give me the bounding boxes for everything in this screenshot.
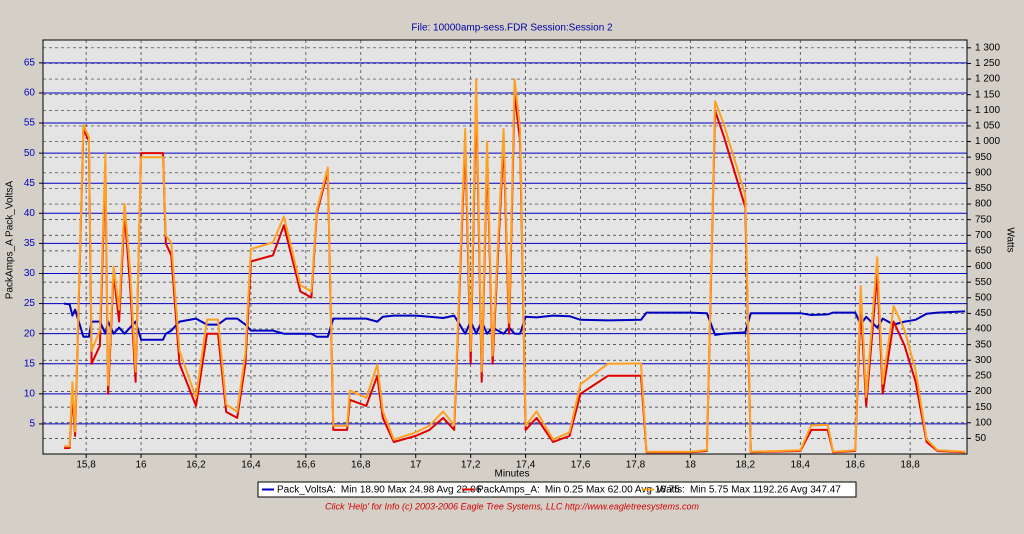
x-tick-label: 18,2 bbox=[736, 460, 756, 471]
y2-tick-label: 1 000 bbox=[975, 136, 1000, 147]
x-tick-label: 17 bbox=[410, 460, 422, 471]
x-tick-label: 16 bbox=[135, 460, 147, 471]
y2-tick-label: 900 bbox=[975, 167, 992, 178]
x-tick-label: 16,2 bbox=[186, 460, 206, 471]
y-tick-label: 45 bbox=[24, 178, 36, 189]
legend-stats: Min 5.75 Max 1192.26 Avg 347.47 bbox=[690, 484, 841, 495]
y-tick-label: 10 bbox=[24, 388, 36, 399]
y2-tick-label: 100 bbox=[975, 417, 992, 428]
y2-tick-label: 650 bbox=[975, 246, 992, 257]
x-tick-label: 18,4 bbox=[791, 460, 811, 471]
y-tick-label: 30 bbox=[24, 268, 36, 279]
legend-box bbox=[257, 481, 857, 498]
y-tick-label: 25 bbox=[24, 298, 36, 309]
legend-entry: Pack_VoltsA: Min 18.90 Max 24.98 Avg 22.0… bbox=[277, 484, 482, 495]
y-tick-label: 35 bbox=[24, 238, 36, 249]
x-tick-label: 16,8 bbox=[351, 460, 371, 471]
y2-tick-label: 400 bbox=[975, 324, 992, 335]
legend-entry: Watts: Min 5.75 Max 1192.26 Avg 347.47 bbox=[657, 484, 841, 495]
legend-name: Watts: bbox=[657, 484, 685, 495]
legend-stats: Min 18.90 Max 24.98 Avg 22.06 bbox=[341, 484, 482, 495]
y2-tick-label: 1 100 bbox=[975, 105, 1000, 116]
y2-tick-label: 350 bbox=[975, 339, 992, 350]
series-line bbox=[64, 78, 966, 453]
y2-tick-label: 700 bbox=[975, 230, 992, 241]
y-tick-label: 50 bbox=[24, 148, 36, 159]
y2-tick-label: 200 bbox=[975, 386, 992, 397]
footer: Click 'Help' for Info (c) 2003-2006 Eagl… bbox=[325, 501, 699, 511]
y-tick-label: 5 bbox=[29, 419, 35, 430]
y-tick-label: 55 bbox=[24, 118, 36, 129]
x-tick-label: 18,8 bbox=[900, 460, 920, 471]
y2-tick-label: 300 bbox=[975, 355, 992, 366]
y2-tick-label: 1 200 bbox=[975, 74, 1000, 85]
x-tick-label: 18,6 bbox=[845, 460, 865, 471]
y2-tick-label: 1 150 bbox=[975, 89, 1000, 100]
y2-tick-label: 550 bbox=[975, 277, 992, 288]
x-tick-label: 15,8 bbox=[76, 460, 96, 471]
x-tick-label: 17,2 bbox=[461, 460, 481, 471]
chart-title: File: 10000amp-sess.FDR Session:Session … bbox=[411, 23, 613, 34]
x-tick-label: 18 bbox=[685, 460, 697, 471]
y2-tick-label: 1 300 bbox=[975, 42, 1000, 53]
x-tick-label: 16,4 bbox=[241, 460, 261, 471]
legend-entry: PackAmps_A: Min 0.25 Max 62.00 Avg 16.75 bbox=[477, 484, 680, 495]
x-tick-label: 17,6 bbox=[571, 460, 591, 471]
y2-tick-label: 600 bbox=[975, 261, 992, 272]
y-tick-label: 60 bbox=[24, 88, 36, 99]
y2-tick-label: 800 bbox=[975, 199, 992, 210]
y2-tick-label: 500 bbox=[975, 292, 992, 303]
legend-name: PackAmps_A: bbox=[477, 484, 540, 495]
y-tick-label: 15 bbox=[24, 358, 36, 369]
y2-tick-label: 750 bbox=[975, 214, 992, 225]
y2-tick-label: 250 bbox=[975, 371, 992, 382]
x-tick-label: 16,6 bbox=[296, 460, 316, 471]
x-tick-label: 17,4 bbox=[516, 460, 536, 471]
y2-tick-label: 850 bbox=[975, 183, 992, 194]
y2-tick-label: 150 bbox=[975, 402, 992, 413]
y2-tick-label: 50 bbox=[975, 433, 987, 444]
y2-tick-label: 950 bbox=[975, 152, 992, 163]
y2-tick-label: 1 050 bbox=[975, 121, 1000, 132]
y-axis-label: PackAmps_A Pack_VoltsA bbox=[5, 180, 16, 299]
y2-axis-label: Watts bbox=[1004, 227, 1015, 252]
legend-stats: Min 0.25 Max 62.00 Avg 16.75 bbox=[545, 484, 680, 495]
x-axis-label: Minutes bbox=[494, 469, 529, 480]
y-tick-label: 65 bbox=[24, 58, 36, 69]
y-tick-label: 20 bbox=[24, 328, 36, 339]
y2-tick-label: 1 250 bbox=[975, 58, 1000, 69]
legend-name: Pack_VoltsA: bbox=[277, 484, 336, 495]
y2-tick-label: 450 bbox=[975, 308, 992, 319]
plot-area bbox=[42, 39, 968, 455]
y-tick-label: 40 bbox=[24, 208, 36, 219]
x-tick-label: 17,8 bbox=[626, 460, 646, 471]
